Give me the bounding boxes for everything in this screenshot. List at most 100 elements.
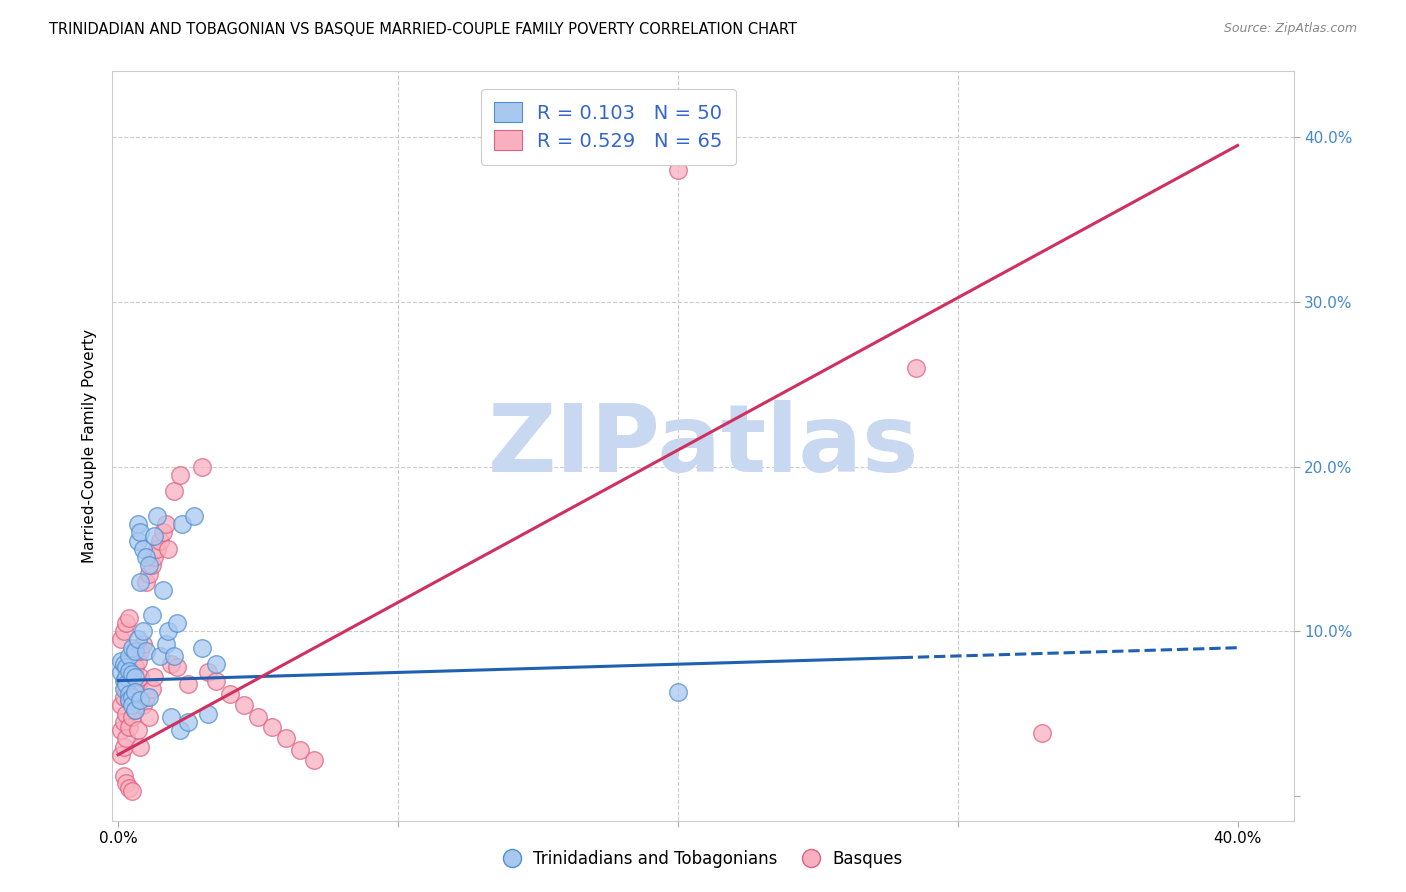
- Point: [191, 459, 214, 474]
- Point: [169, 723, 191, 737]
- Point: [110, 747, 132, 762]
- Point: [129, 644, 152, 658]
- Text: Source: ZipAtlas.com: Source: ZipAtlas.com: [1223, 22, 1357, 36]
- Point: [138, 558, 160, 573]
- Point: [118, 780, 141, 795]
- Point: [118, 648, 141, 663]
- Point: [115, 615, 138, 630]
- Point: [115, 776, 138, 790]
- Point: [118, 693, 141, 707]
- Point: [127, 517, 149, 532]
- Point: [302, 753, 325, 767]
- Point: [118, 673, 141, 688]
- Point: [115, 677, 138, 691]
- Point: [166, 615, 188, 630]
- Point: [112, 714, 135, 729]
- Point: [172, 517, 194, 532]
- Point: [118, 693, 141, 707]
- Point: [146, 508, 169, 523]
- Point: [112, 739, 135, 754]
- Point: [163, 484, 186, 499]
- Point: [115, 731, 138, 746]
- Point: [143, 529, 166, 543]
- Point: [146, 541, 169, 556]
- Point: [132, 698, 155, 713]
- Point: [129, 525, 152, 540]
- Legend: R = 0.103   N = 50, R = 0.529   N = 65: R = 0.103 N = 50, R = 0.529 N = 65: [481, 88, 737, 165]
- Point: [233, 698, 256, 713]
- Point: [121, 690, 143, 705]
- Point: [143, 670, 166, 684]
- Point: [112, 769, 135, 783]
- Point: [118, 687, 141, 701]
- Point: [219, 687, 242, 701]
- Point: [124, 644, 146, 658]
- Point: [260, 720, 283, 734]
- Point: [115, 670, 138, 684]
- Point: [127, 533, 149, 548]
- Point: [274, 731, 297, 746]
- Point: [112, 657, 135, 672]
- Point: [160, 710, 183, 724]
- Point: [149, 648, 172, 663]
- Point: [138, 566, 160, 581]
- Point: [138, 690, 160, 705]
- Point: [166, 660, 188, 674]
- Point: [115, 660, 138, 674]
- Point: [118, 664, 141, 678]
- Point: [127, 654, 149, 668]
- Point: [152, 525, 174, 540]
- Point: [132, 624, 155, 639]
- Point: [112, 690, 135, 705]
- Point: [205, 657, 228, 672]
- Legend: Trinidadians and Tobagonians, Basques: Trinidadians and Tobagonians, Basques: [496, 844, 910, 875]
- Point: [191, 640, 214, 655]
- Point: [129, 693, 152, 707]
- Point: [129, 739, 152, 754]
- Point: [112, 624, 135, 639]
- Point: [197, 706, 219, 721]
- Point: [110, 654, 132, 668]
- Point: [157, 541, 180, 556]
- Point: [135, 550, 157, 565]
- Point: [124, 660, 146, 674]
- Point: [155, 517, 177, 532]
- Point: [197, 665, 219, 680]
- Point: [121, 784, 143, 798]
- Point: [118, 611, 141, 625]
- Point: [141, 681, 163, 696]
- Point: [110, 665, 132, 680]
- Point: [132, 637, 155, 651]
- Point: [247, 710, 270, 724]
- Point: [141, 607, 163, 622]
- Point: [135, 690, 157, 705]
- Point: [121, 710, 143, 724]
- Point: [121, 687, 143, 701]
- Point: [121, 665, 143, 680]
- Point: [160, 657, 183, 672]
- Point: [169, 467, 191, 482]
- Point: [127, 723, 149, 737]
- Point: [135, 644, 157, 658]
- Point: [124, 685, 146, 699]
- Point: [1031, 726, 1053, 740]
- Point: [124, 703, 146, 717]
- Point: [121, 640, 143, 655]
- Point: [112, 673, 135, 688]
- Point: [112, 681, 135, 696]
- Point: [205, 673, 228, 688]
- Point: [135, 574, 157, 589]
- Text: TRINIDADIAN AND TOBAGONIAN VS BASQUE MARRIED-COUPLE FAMILY POVERTY CORRELATION C: TRINIDADIAN AND TOBAGONIAN VS BASQUE MAR…: [49, 22, 797, 37]
- Point: [157, 624, 180, 639]
- Point: [152, 583, 174, 598]
- Point: [127, 632, 149, 647]
- Point: [666, 163, 689, 178]
- Text: ZIPatlas: ZIPatlas: [488, 400, 918, 492]
- Point: [183, 508, 205, 523]
- Point: [129, 574, 152, 589]
- Point: [124, 703, 146, 717]
- Point: [288, 743, 311, 757]
- Point: [110, 632, 132, 647]
- Point: [115, 681, 138, 696]
- Y-axis label: Married-Couple Family Poverty: Married-Couple Family Poverty: [82, 329, 97, 563]
